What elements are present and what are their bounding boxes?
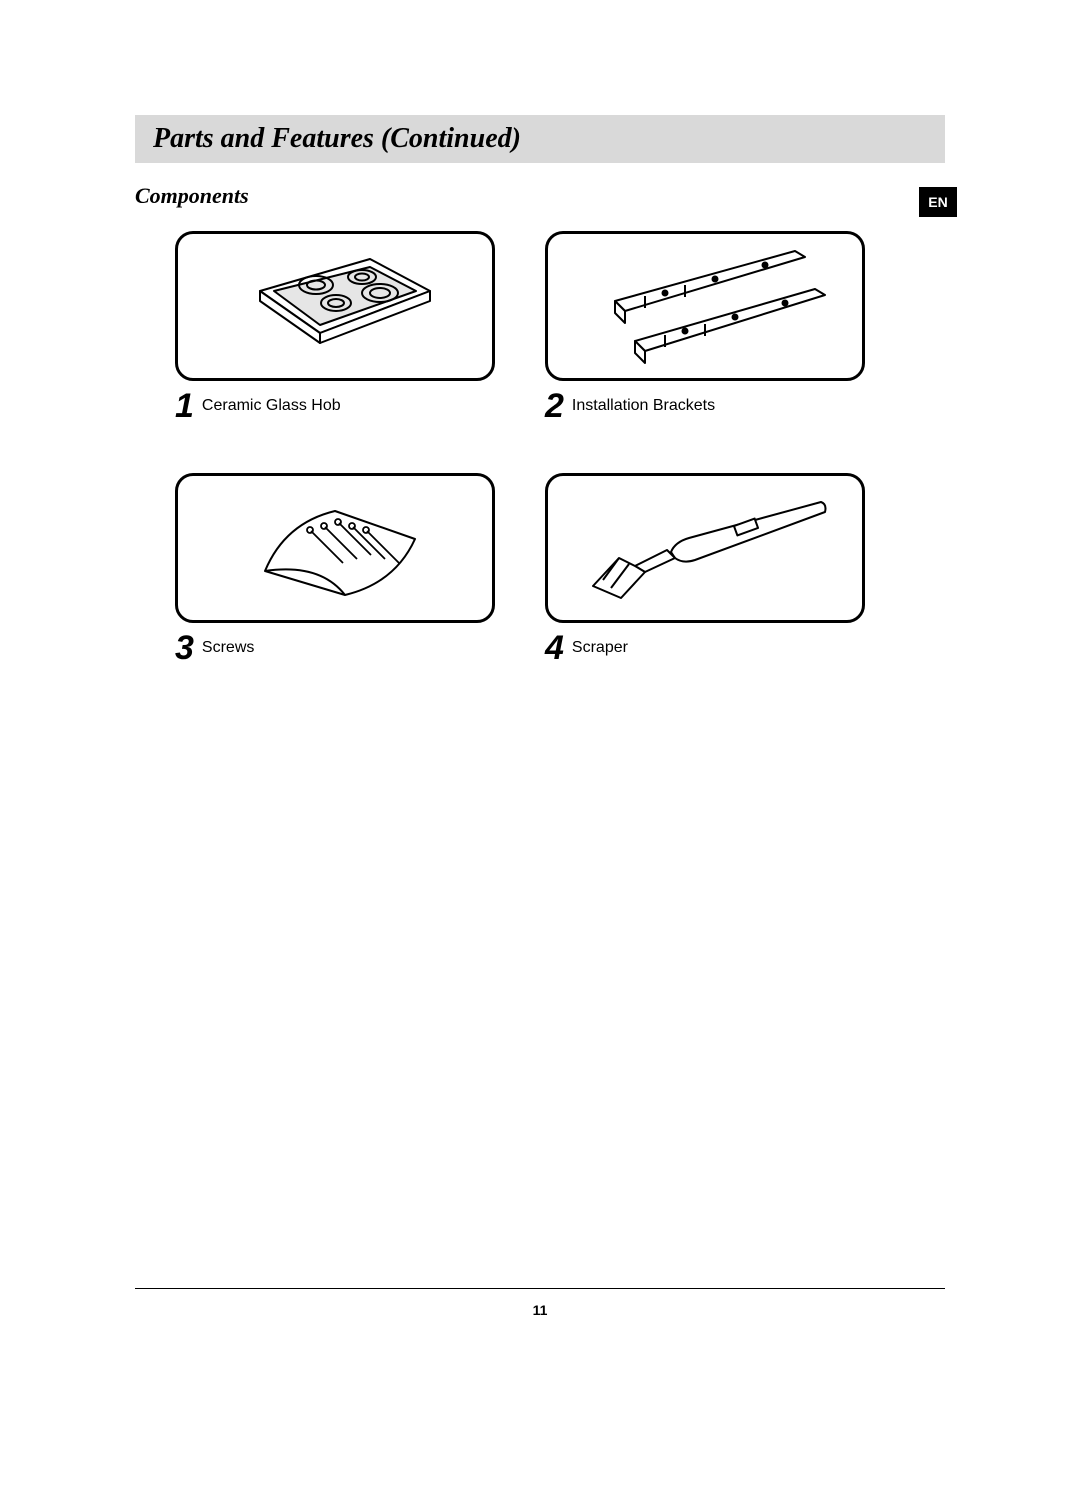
- components-grid: 1 Ceramic Glass Hob: [175, 231, 865, 665]
- component-number: 2: [545, 389, 564, 423]
- section-title: Parts and Features (Continued): [153, 123, 521, 155]
- caption-row: 2 Installation Brackets: [545, 389, 865, 423]
- component-number: 3: [175, 631, 194, 665]
- language-badge-text: EN: [928, 194, 947, 210]
- component-label: Installation Brackets: [572, 397, 715, 415]
- illustration-frame: [175, 473, 495, 623]
- component-number: 4: [545, 631, 564, 665]
- illustration-frame: [545, 473, 865, 623]
- footer-rule: [135, 1288, 945, 1289]
- screws-icon: [225, 483, 445, 613]
- page-content: Parts and Features (Continued) Component…: [135, 115, 945, 665]
- scraper-icon: [575, 488, 835, 608]
- section-header-bar: Parts and Features (Continued): [135, 115, 945, 163]
- illustration-frame: [175, 231, 495, 381]
- caption-row: 1 Ceramic Glass Hob: [175, 389, 495, 423]
- illustration-frame: [545, 231, 865, 381]
- component-item: 3 Screws: [175, 473, 495, 665]
- component-item: 1 Ceramic Glass Hob: [175, 231, 495, 423]
- component-item: 4 Scraper: [545, 473, 865, 665]
- component-item: 2 Installation Brackets: [545, 231, 865, 423]
- caption-row: 3 Screws: [175, 631, 495, 665]
- subheader-row: Components: [135, 183, 945, 209]
- page-number: 11: [0, 1302, 1080, 1318]
- language-badge: EN: [919, 187, 957, 217]
- component-label: Ceramic Glass Hob: [202, 397, 341, 415]
- component-label: Screws: [202, 639, 254, 657]
- caption-row: 4 Scraper: [545, 631, 865, 665]
- component-label: Scraper: [572, 639, 628, 657]
- component-number: 1: [175, 389, 194, 423]
- installation-brackets-icon: [565, 241, 845, 371]
- ceramic-glass-hob-icon: [230, 241, 440, 371]
- subheader: Components: [135, 183, 249, 209]
